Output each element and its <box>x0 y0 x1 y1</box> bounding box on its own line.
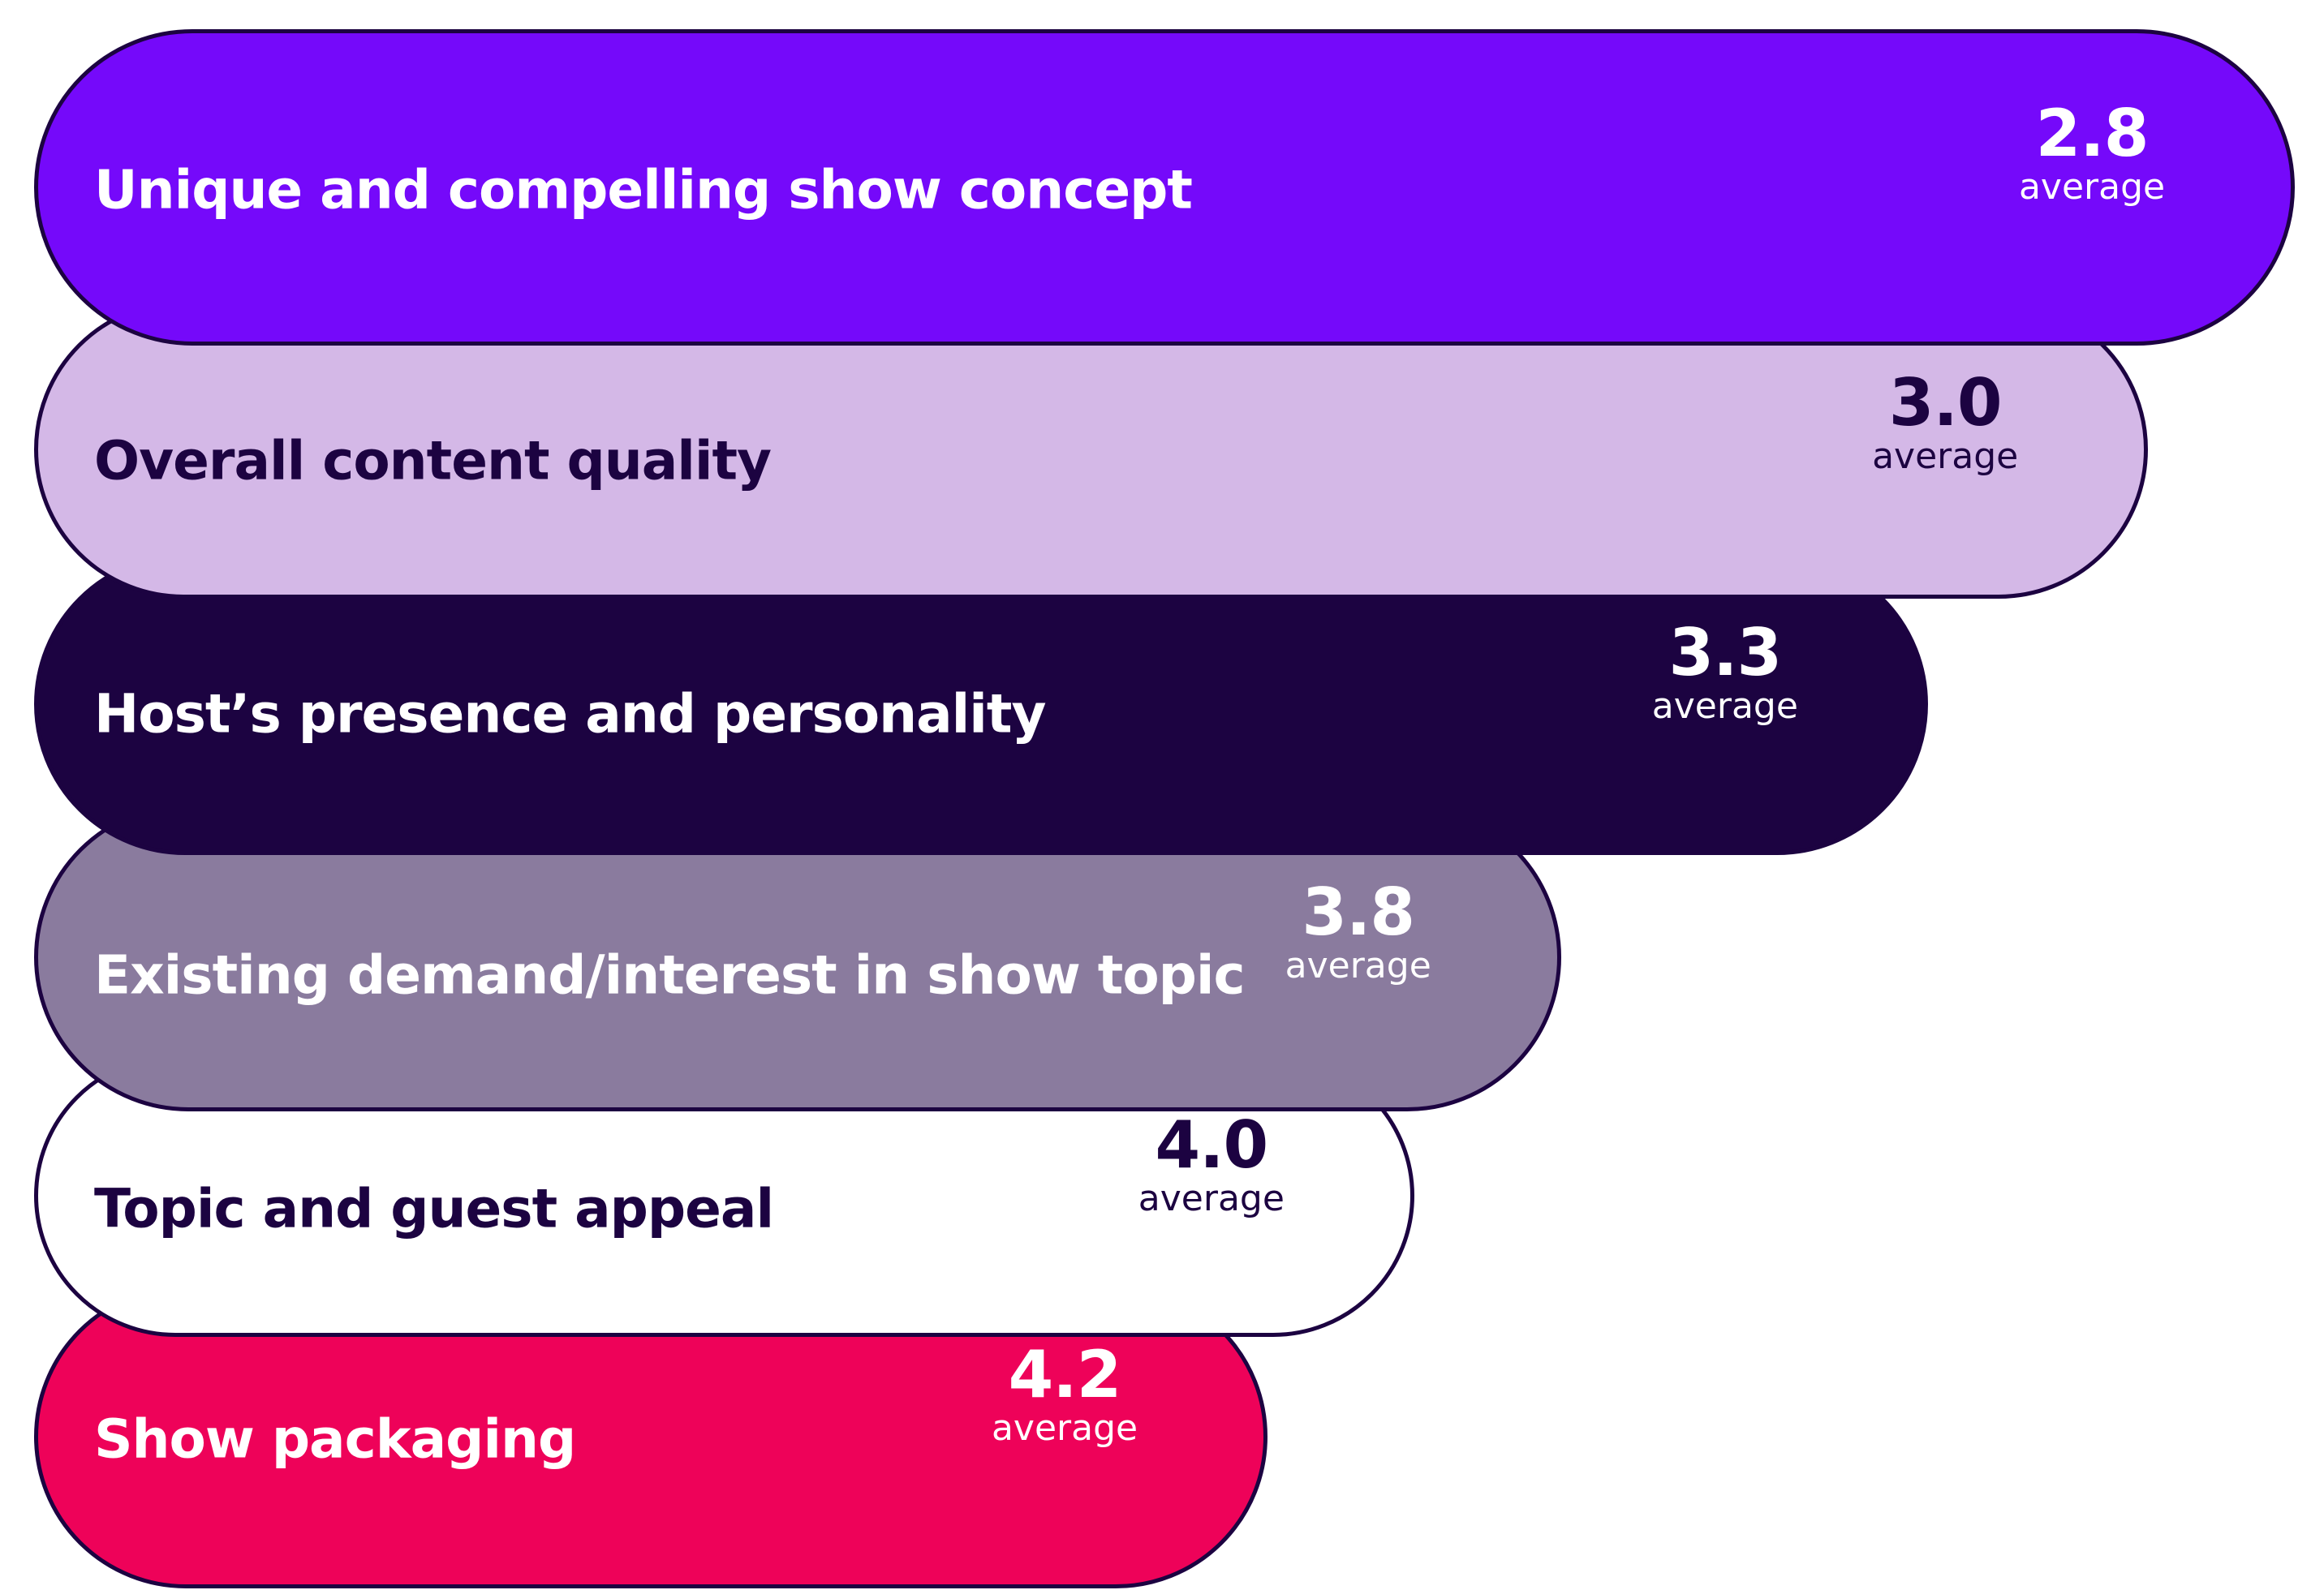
bar-value-label: 4.0 average <box>1114 1111 1309 1218</box>
bar-value-number: 3.0 <box>1888 365 2003 440</box>
bar-category-label: Show packaging <box>94 1407 576 1471</box>
bar <box>34 29 2295 346</box>
bar-value-number: 3.8 <box>1302 874 1415 950</box>
bar-value-label: 4.2 average <box>967 1341 1162 1448</box>
bar-value-unit: average <box>2018 166 2166 208</box>
bar-value-number: 4.2 <box>1008 1337 1122 1412</box>
bar-value-number: 4.0 <box>1155 1107 1268 1183</box>
bar-value-label: 3.0 average <box>1848 369 2042 476</box>
bar-value-label: 2.8 average <box>1995 100 2189 207</box>
bar <box>34 300 2149 599</box>
bar-value-unit: average <box>1285 945 1431 986</box>
bar-value-unit: average <box>991 1407 1138 1449</box>
bar-value-number: 2.8 <box>2035 96 2150 171</box>
bar-value-unit: average <box>1872 436 2019 477</box>
bar-value-number: 3.3 <box>1668 615 1782 690</box>
bar-value-unit: average <box>1138 1178 1285 1219</box>
bar <box>34 553 1928 855</box>
bar-category-label: Overall content quality <box>94 429 772 492</box>
bar-category-label: Unique and compelling show concept <box>94 158 1193 221</box>
bar-category-label: Existing demand/interest in show topic <box>94 943 1246 1007</box>
bar-category-label: Topic and guest appeal <box>94 1177 774 1240</box>
bar-value-label: 3.8 average <box>1261 879 1456 986</box>
bar-category-label: Host’s presence and personality <box>94 682 1046 746</box>
bar-value-label: 3.3 average <box>1628 619 1823 726</box>
bar-value-unit: average <box>1651 685 1798 727</box>
